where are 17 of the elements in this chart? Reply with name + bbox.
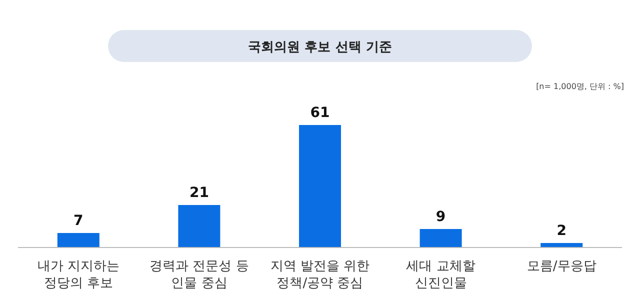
data-label: 21: [189, 185, 209, 201]
data-label: 9: [436, 209, 446, 225]
x-tick-label: 내가 지지하는 정당의 후보: [37, 259, 120, 291]
x-tick-label: 모름/무응답: [526, 259, 596, 274]
text: [n= 1,000명, 단위 : %]: [536, 82, 624, 91]
chart-title: 국회의원 후보 선택 기준: [248, 40, 392, 55]
bar: [299, 125, 341, 247]
x-tick-label: 세대 교체할 신진인물: [406, 259, 476, 291]
x-tick-label: 경력과 전문성 등 인물 중심: [150, 259, 249, 291]
data-label: 7: [74, 213, 84, 229]
x-tick-label: 지역 발전을 위한 정책/공약 중심: [270, 259, 370, 291]
data-label: 2: [556, 223, 566, 239]
data-label: 61: [310, 105, 330, 121]
bar: [178, 205, 220, 247]
bar: [57, 233, 100, 247]
bar: [540, 243, 583, 247]
bar: [420, 229, 462, 247]
